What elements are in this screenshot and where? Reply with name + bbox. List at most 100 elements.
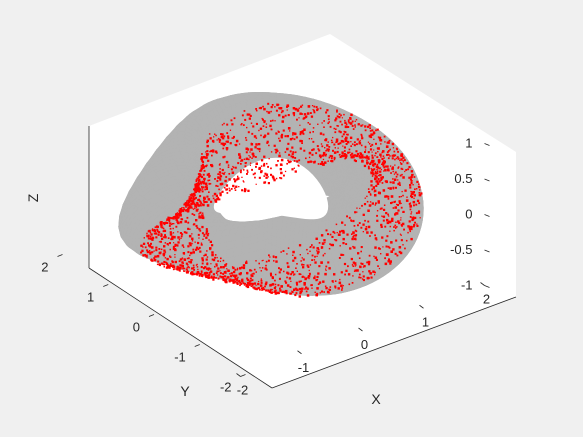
red-point — [340, 253, 343, 256]
red-point — [187, 207, 189, 210]
red-point — [322, 151, 326, 155]
red-point — [351, 125, 354, 127]
red-point — [367, 188, 370, 190]
red-point — [277, 130, 279, 132]
red-point — [251, 157, 253, 159]
red-point — [371, 160, 373, 163]
red-point — [321, 145, 324, 148]
red-point — [159, 224, 162, 226]
red-point — [260, 287, 263, 290]
red-point — [185, 268, 188, 271]
red-point — [206, 201, 208, 203]
red-point — [386, 165, 389, 168]
red-point — [197, 241, 200, 245]
red-point — [391, 154, 394, 157]
red-point — [225, 140, 228, 143]
red-point — [291, 291, 294, 293]
red-point — [301, 263, 303, 266]
red-point — [325, 149, 327, 152]
red-point — [389, 225, 392, 228]
red-point — [295, 292, 298, 294]
red-point — [301, 257, 303, 259]
red-point — [263, 288, 266, 291]
red-point — [301, 142, 303, 144]
red-point — [334, 147, 336, 149]
red-point — [306, 248, 308, 251]
red-point — [239, 284, 241, 287]
red-point — [286, 276, 288, 279]
red-point — [182, 210, 185, 213]
red-point — [353, 157, 355, 159]
red-point — [359, 139, 361, 142]
red-point — [188, 234, 192, 238]
red-point — [314, 291, 316, 293]
red-point — [387, 198, 390, 200]
red-point — [371, 156, 374, 159]
red-point — [233, 270, 236, 274]
red-point — [262, 286, 265, 289]
red-point — [406, 162, 409, 165]
red-point — [226, 149, 228, 151]
red-point — [205, 232, 208, 235]
red-point — [369, 235, 371, 237]
red-point — [160, 226, 162, 228]
red-point — [381, 157, 384, 160]
red-point — [260, 281, 263, 284]
red-point — [367, 165, 370, 168]
red-point — [372, 170, 374, 172]
red-point — [255, 162, 258, 165]
red-point — [397, 167, 399, 169]
red-point — [283, 270, 285, 273]
red-point — [291, 137, 294, 140]
red-point — [235, 185, 238, 188]
red-point — [262, 118, 264, 121]
red-point — [252, 125, 255, 128]
red-point — [249, 280, 252, 282]
red-point — [380, 253, 382, 255]
red-point — [385, 239, 388, 242]
red-point — [177, 241, 180, 244]
red-point — [286, 105, 289, 108]
red-point — [201, 225, 204, 229]
red-point — [284, 280, 287, 283]
red-point — [265, 176, 268, 179]
red-point — [189, 251, 193, 255]
red-point — [207, 232, 210, 235]
red-point — [251, 279, 254, 282]
red-point — [242, 282, 245, 285]
red-point — [378, 180, 381, 183]
red-point — [357, 252, 360, 255]
red-point — [237, 276, 239, 279]
red-point — [348, 148, 351, 151]
red-point — [191, 195, 194, 197]
red-point — [338, 281, 342, 285]
red-point — [181, 261, 184, 264]
red-point — [291, 153, 294, 156]
red-point — [251, 273, 253, 275]
red-point — [419, 217, 421, 219]
red-point — [224, 279, 227, 282]
red-point — [267, 132, 270, 135]
red-point — [162, 227, 165, 230]
red-point — [354, 126, 356, 128]
red-point — [258, 129, 260, 132]
red-point — [294, 287, 297, 290]
red-point — [223, 186, 226, 189]
red-point — [339, 230, 342, 233]
red-point — [192, 198, 194, 200]
red-point — [198, 190, 201, 193]
red-point — [385, 253, 389, 256]
red-point — [269, 256, 271, 258]
red-point — [356, 138, 359, 141]
red-point — [382, 219, 385, 222]
red-point — [323, 120, 325, 122]
red-point — [337, 142, 340, 145]
red-point — [374, 246, 377, 249]
red-point — [405, 239, 408, 242]
red-point — [275, 148, 278, 151]
red-point — [251, 132, 254, 135]
red-point — [307, 275, 311, 278]
red-point — [333, 143, 336, 146]
red-point — [281, 110, 284, 113]
red-point — [233, 281, 236, 284]
